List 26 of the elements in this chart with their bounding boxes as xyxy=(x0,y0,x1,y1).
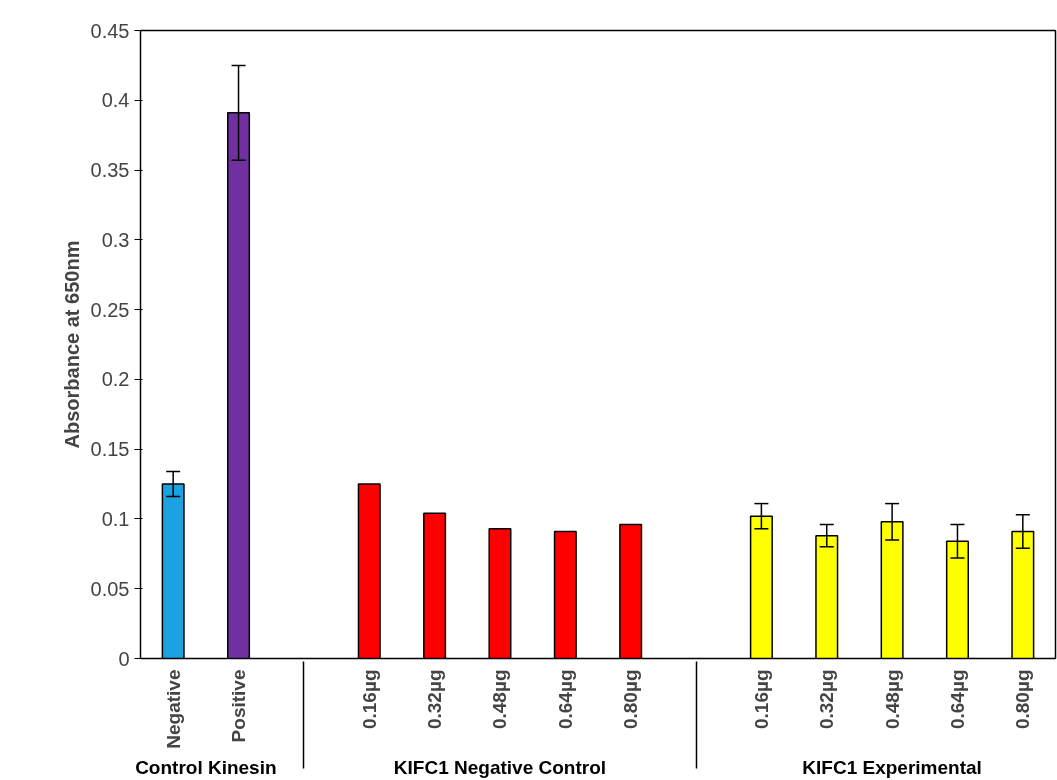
text: Control Kinesin xyxy=(135,756,277,778)
x-tick-label: Positive xyxy=(228,669,250,743)
y-tick-label: 0 xyxy=(118,647,130,670)
x-tick-label: 0.16µg xyxy=(750,669,772,730)
y-tick-label: 0.45 xyxy=(90,19,130,42)
y-tick-label: 0.4 xyxy=(101,89,130,112)
x-tick-label: Negative xyxy=(162,669,184,749)
text: KIFC1 Experimental xyxy=(802,756,982,778)
y-tick-label: 0.1 xyxy=(101,507,130,530)
y-tick-label: 0.2 xyxy=(101,368,130,391)
x-tick-label: 0.16µg xyxy=(358,669,380,730)
x-tick-label: 0.64µg xyxy=(946,669,968,730)
x-tick-label: 0.64µg xyxy=(554,669,576,730)
y-axis-title: Absorbance at 650nm xyxy=(60,240,83,449)
text: KIFC1 Negative Control xyxy=(393,756,607,778)
x-tick-label: 0.32µg xyxy=(424,669,446,730)
y-tick-label: 0.35 xyxy=(90,159,130,182)
x-tick-label: 0.80µg xyxy=(1012,669,1034,730)
x-tick-label: 0.80µg xyxy=(620,669,642,730)
y-tick-label: 0.05 xyxy=(90,577,130,600)
y-tick-label: 0.25 xyxy=(90,298,130,321)
x-tick-label: 0.32µg xyxy=(816,669,838,730)
y-tick-label: 0.15 xyxy=(90,438,130,461)
y-tick-label: 0.3 xyxy=(101,228,130,251)
x-tick-label: 0.48µg xyxy=(881,669,903,730)
x-tick-label: 0.48µg xyxy=(489,669,511,730)
